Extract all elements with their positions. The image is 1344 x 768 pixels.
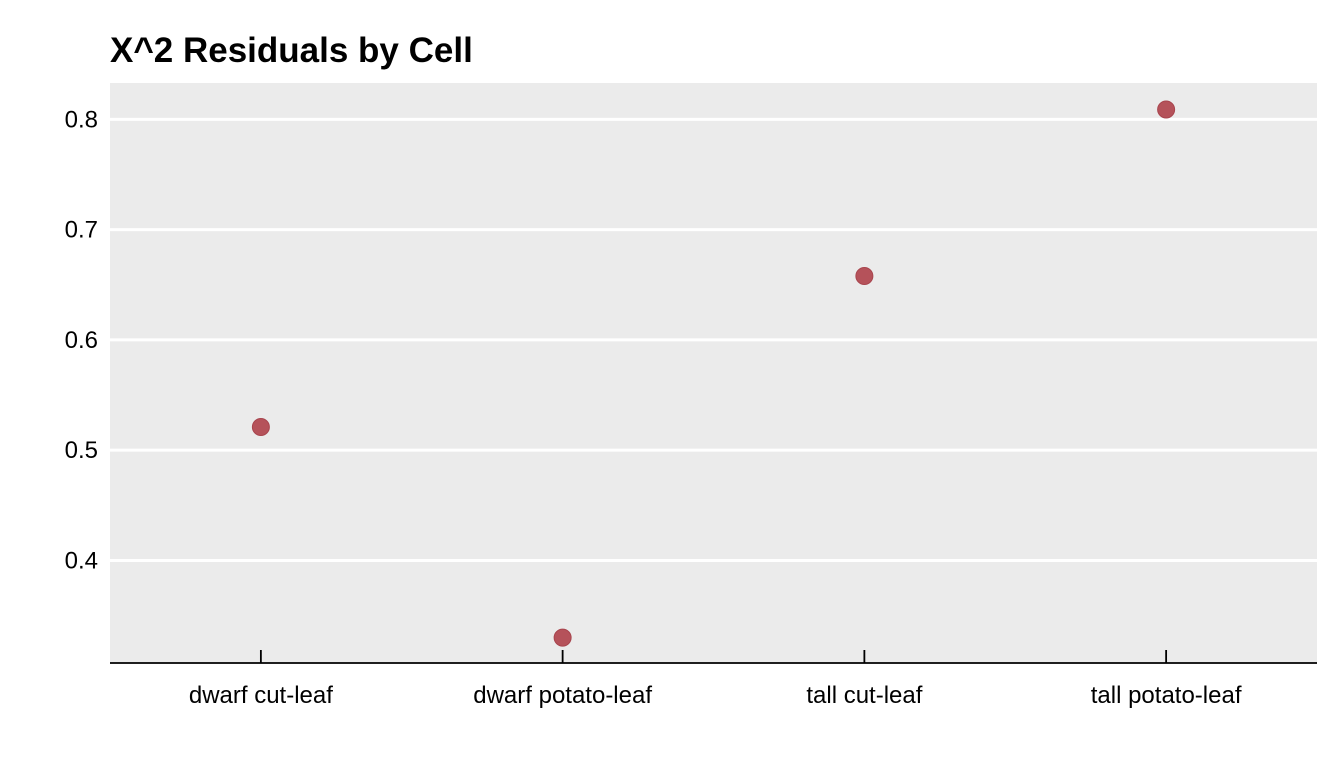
y-tick-label: 0.6 (65, 327, 98, 354)
y-tick-label: 0.7 (65, 217, 98, 244)
data-points (251, 100, 1176, 647)
data-point (1157, 100, 1176, 119)
y-tick-label: 0.4 (65, 547, 98, 574)
x-tick-label: dwarf potato-leaf (473, 682, 652, 709)
x-tick-label: tall potato-leaf (1091, 682, 1242, 709)
y-tick-label: 0.8 (65, 106, 98, 133)
chart-title: X^2 Residuals by Cell (110, 31, 473, 70)
x-tick-label: tall cut-leaf (806, 682, 922, 709)
gridlines (110, 117, 1317, 562)
data-point (855, 266, 874, 285)
plot-panel (110, 83, 1317, 663)
data-point (553, 628, 572, 647)
x-axis-ticks: dwarf cut-leaf dwarf potato-leaf tall cut-… (189, 650, 1242, 709)
data-point (251, 418, 270, 437)
y-axis-tick-labels: 0.4 0.5 0.6 0.7 0.8 (65, 106, 98, 574)
y-tick-label: 0.5 (65, 437, 98, 464)
x-tick-label: dwarf cut-leaf (189, 682, 333, 709)
